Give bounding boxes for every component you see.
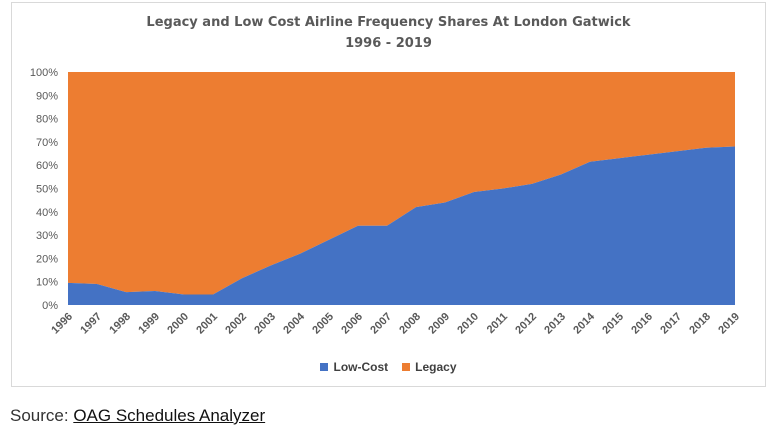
x-tick-label: 2001 bbox=[194, 311, 220, 337]
x-tick-label: 1999 bbox=[136, 311, 162, 337]
x-tick-label: 2014 bbox=[571, 310, 597, 336]
legend-swatch-legacy bbox=[402, 363, 411, 371]
x-tick-label: 2004 bbox=[281, 310, 307, 336]
x-tick-label: 2008 bbox=[397, 311, 423, 337]
x-tick-label: 2009 bbox=[426, 311, 452, 337]
x-tick-label: 2002 bbox=[223, 311, 249, 337]
source-link[interactable]: OAG Schedules Analyzer bbox=[73, 406, 266, 425]
y-tick-label: 50% bbox=[36, 184, 58, 196]
x-tick-label: 2010 bbox=[455, 311, 481, 337]
x-tick-label: 2015 bbox=[600, 311, 626, 337]
area-low-cost bbox=[68, 146, 735, 305]
chart-plot: 0%10%20%30%40%50%60%70%80%90%100%1996 199… bbox=[30, 67, 742, 337]
y-tick-label: 60% bbox=[36, 160, 58, 172]
chart-legend: Low-Cost Legacy bbox=[12, 360, 765, 374]
y-tick-label: 100% bbox=[30, 67, 58, 79]
legend-label-legacy: Legacy bbox=[415, 360, 457, 374]
y-tick-label: 40% bbox=[36, 207, 58, 219]
legend-label-low-cost: Low-Cost bbox=[333, 360, 389, 374]
legend-item-low-cost: Low-Cost bbox=[320, 360, 388, 374]
x-tick-label: 1997 bbox=[78, 311, 104, 337]
y-tick-label: 10% bbox=[36, 277, 58, 289]
x-tick-label: 2011 bbox=[485, 311, 510, 336]
x-tick-label: 2000 bbox=[165, 311, 191, 337]
source-prefix: Source: bbox=[10, 406, 74, 425]
x-tick-label: 2017 bbox=[658, 311, 684, 337]
x-tick-label: 2006 bbox=[339, 311, 365, 337]
y-tick-label: 30% bbox=[36, 230, 58, 242]
legend-item-legacy: Legacy bbox=[402, 360, 457, 374]
x-tick-label: 2012 bbox=[513, 311, 539, 337]
chart-subtitle: 1996 - 2019 bbox=[345, 36, 432, 51]
x-tick-label: 2005 bbox=[310, 311, 336, 337]
x-tick-label: 2016 bbox=[629, 311, 655, 337]
x-tick-label: 2018 bbox=[687, 311, 713, 337]
x-tick-label: 2019 bbox=[716, 311, 742, 337]
x-tick-label: 1996 bbox=[49, 311, 75, 337]
x-tick-label: 2007 bbox=[368, 311, 394, 337]
x-tick-label: 2013 bbox=[542, 311, 568, 337]
y-tick-label: 80% bbox=[36, 114, 58, 126]
chart-container: Legacy and Low Cost Airline Frequency Sh… bbox=[11, 2, 766, 387]
y-tick-label: 90% bbox=[36, 90, 58, 102]
y-tick-label: 20% bbox=[36, 253, 58, 265]
source-caption: Source: OAG Schedules Analyzer bbox=[10, 406, 265, 426]
x-tick-label: 2003 bbox=[252, 311, 278, 337]
area-legacy bbox=[68, 72, 735, 295]
y-tick-label: 0% bbox=[42, 300, 58, 312]
chart-title: Legacy and Low Cost Airline Frequency Sh… bbox=[146, 15, 631, 30]
legend-swatch-low-cost bbox=[320, 363, 329, 371]
y-tick-label: 70% bbox=[36, 137, 58, 149]
x-tick-label: 1998 bbox=[107, 311, 133, 337]
